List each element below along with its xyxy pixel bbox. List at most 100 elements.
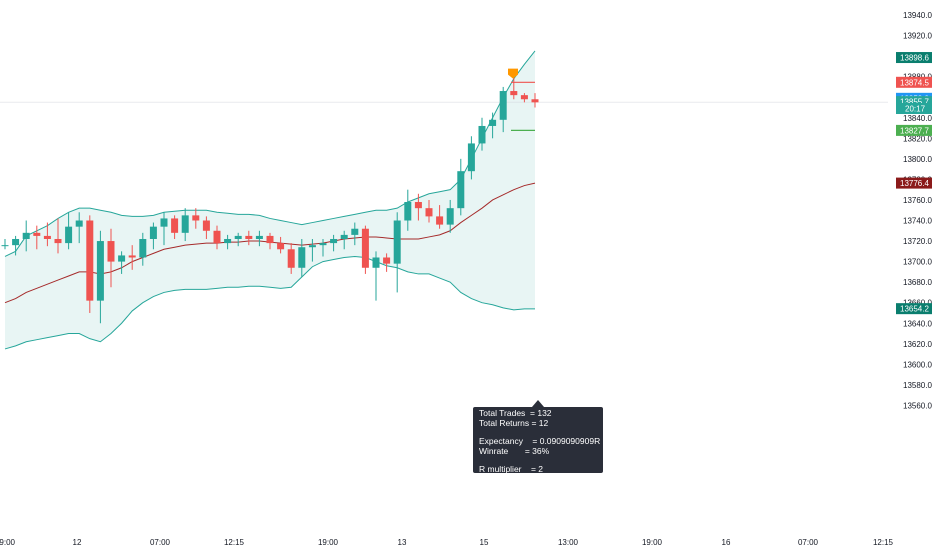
candle-body bbox=[457, 171, 465, 209]
price-badge bbox=[896, 303, 932, 315]
price-badge bbox=[896, 52, 932, 64]
price-tick-label: 13740.0 bbox=[903, 217, 932, 226]
price-badge-label: 13654.2 bbox=[900, 305, 929, 314]
candle-body bbox=[12, 238, 20, 246]
price-badge bbox=[896, 124, 932, 136]
lower-band-line bbox=[4, 255, 535, 350]
price-tick-label: 13840.0 bbox=[903, 114, 932, 123]
candle-body bbox=[308, 245, 316, 248]
candle-body bbox=[319, 243, 327, 246]
candle-body bbox=[489, 119, 497, 126]
candle-body bbox=[234, 235, 242, 239]
candle-body bbox=[171, 218, 179, 233]
price-tick-label: 13600.0 bbox=[903, 360, 932, 369]
candle-body bbox=[446, 208, 454, 225]
price-tick-label: 13620.0 bbox=[903, 340, 932, 349]
candle-body bbox=[118, 255, 126, 262]
candle-body bbox=[425, 208, 433, 217]
candle-body bbox=[192, 215, 200, 221]
price-axis[interactable]: 13940.013920.013900.013880.013860.013840… bbox=[903, 11, 932, 410]
price-tick-label: 13920.0 bbox=[903, 32, 932, 41]
price-badge-label: 13874.5 bbox=[900, 78, 929, 87]
candle-body bbox=[340, 234, 348, 239]
price-badge-label: 13855.7 bbox=[900, 98, 929, 107]
candle-body bbox=[255, 235, 263, 239]
candle-body bbox=[128, 255, 136, 258]
candle-body bbox=[351, 228, 359, 235]
candle-body bbox=[54, 238, 62, 244]
time-tick-label: 07:00 bbox=[150, 538, 171, 547]
candle-body bbox=[75, 220, 83, 227]
candle-body bbox=[96, 241, 104, 301]
bollinger-band-fill bbox=[5, 50, 535, 349]
candle-body bbox=[22, 232, 30, 239]
candle-body bbox=[478, 125, 486, 144]
price-tick-label: 13560.0 bbox=[903, 401, 932, 410]
expectancy-stat: Expectancy = 0.0909090909R bbox=[479, 436, 601, 446]
price-badges: 13898.613874.513858.913855.720:1713827.7… bbox=[896, 52, 932, 315]
candle-body bbox=[414, 202, 422, 209]
candle-body bbox=[266, 235, 274, 244]
candle-body bbox=[245, 235, 253, 239]
time-tick-label: 07:00 bbox=[798, 538, 819, 547]
price-badge bbox=[896, 76, 932, 88]
time-tick-label: 13 bbox=[398, 538, 407, 547]
price-tick-label: 13640.0 bbox=[903, 319, 932, 328]
candle-body bbox=[393, 220, 401, 264]
r-multiplier-stat: R multiplier = 2 bbox=[479, 464, 544, 474]
candle-body bbox=[298, 247, 306, 268]
price-tick-label: 13820.0 bbox=[903, 134, 932, 143]
price-badge bbox=[896, 103, 932, 115]
candle-body bbox=[436, 216, 444, 225]
price-badge-label: 13776.4 bbox=[900, 179, 929, 188]
candle-body bbox=[1, 245, 9, 247]
candle-body bbox=[65, 226, 73, 244]
price-tick-label: 13720.0 bbox=[903, 237, 932, 246]
time-tick-label: 19:00 bbox=[0, 538, 16, 547]
candle-body bbox=[287, 249, 295, 268]
price-tick-label: 13800.0 bbox=[903, 155, 932, 164]
plot-area[interactable] bbox=[0, 50, 888, 350]
candle-body bbox=[224, 238, 232, 244]
candle-body bbox=[43, 235, 51, 239]
candle-body bbox=[361, 228, 369, 268]
winrate-stat: Winrate = 36% bbox=[479, 445, 550, 456]
time-tick-label: 19:00 bbox=[318, 538, 339, 547]
candle-body bbox=[499, 91, 507, 120]
candle-body bbox=[33, 232, 41, 236]
candle-body bbox=[510, 91, 518, 96]
time-axis[interactable]: 19:00 12 07:00 12:15 19:00 13 15 13:00 19:00 16 07… bbox=[0, 538, 894, 547]
candle-body bbox=[531, 99, 539, 103]
candle-body bbox=[277, 243, 285, 250]
price-badge bbox=[896, 96, 932, 108]
candle-body bbox=[86, 220, 94, 301]
candle-body bbox=[520, 95, 528, 100]
time-tick-label: 15 bbox=[480, 538, 489, 547]
price-tick-label: 13680.0 bbox=[903, 278, 932, 287]
price-tick-label: 13700.0 bbox=[903, 258, 932, 267]
strategy-stats-label: Total Trades = 132 Total Returns = 12 Ex… bbox=[473, 407, 603, 474]
candle-body bbox=[149, 226, 157, 239]
candle-body bbox=[202, 220, 210, 231]
sell-signal-icon bbox=[508, 68, 518, 79]
candle-body bbox=[404, 202, 412, 221]
time-tick-label: 12 bbox=[73, 538, 82, 547]
time-tick-label: 16 bbox=[722, 538, 731, 547]
price-tick-label: 13760.0 bbox=[903, 196, 932, 205]
time-tick-label: 19:00 bbox=[642, 538, 663, 547]
candle-body bbox=[107, 241, 115, 262]
price-badge bbox=[896, 177, 932, 189]
price-badge-label: 20:17 bbox=[905, 105, 926, 114]
candle-body bbox=[372, 257, 380, 268]
total-trades-stat: Total Trades = 132 bbox=[479, 408, 552, 418]
price-badge-label: 13827.7 bbox=[900, 126, 929, 135]
candle-body bbox=[160, 218, 168, 227]
stats-pointer bbox=[532, 400, 544, 407]
time-tick-label: 12:15 bbox=[224, 538, 245, 547]
candle-body bbox=[330, 238, 338, 244]
time-tick-label: 12:15 bbox=[873, 538, 894, 547]
price-tick-label: 13580.0 bbox=[903, 381, 932, 390]
time-tick-label: 13:00 bbox=[558, 538, 579, 547]
price-tick-label: 13940.0 bbox=[903, 11, 932, 20]
